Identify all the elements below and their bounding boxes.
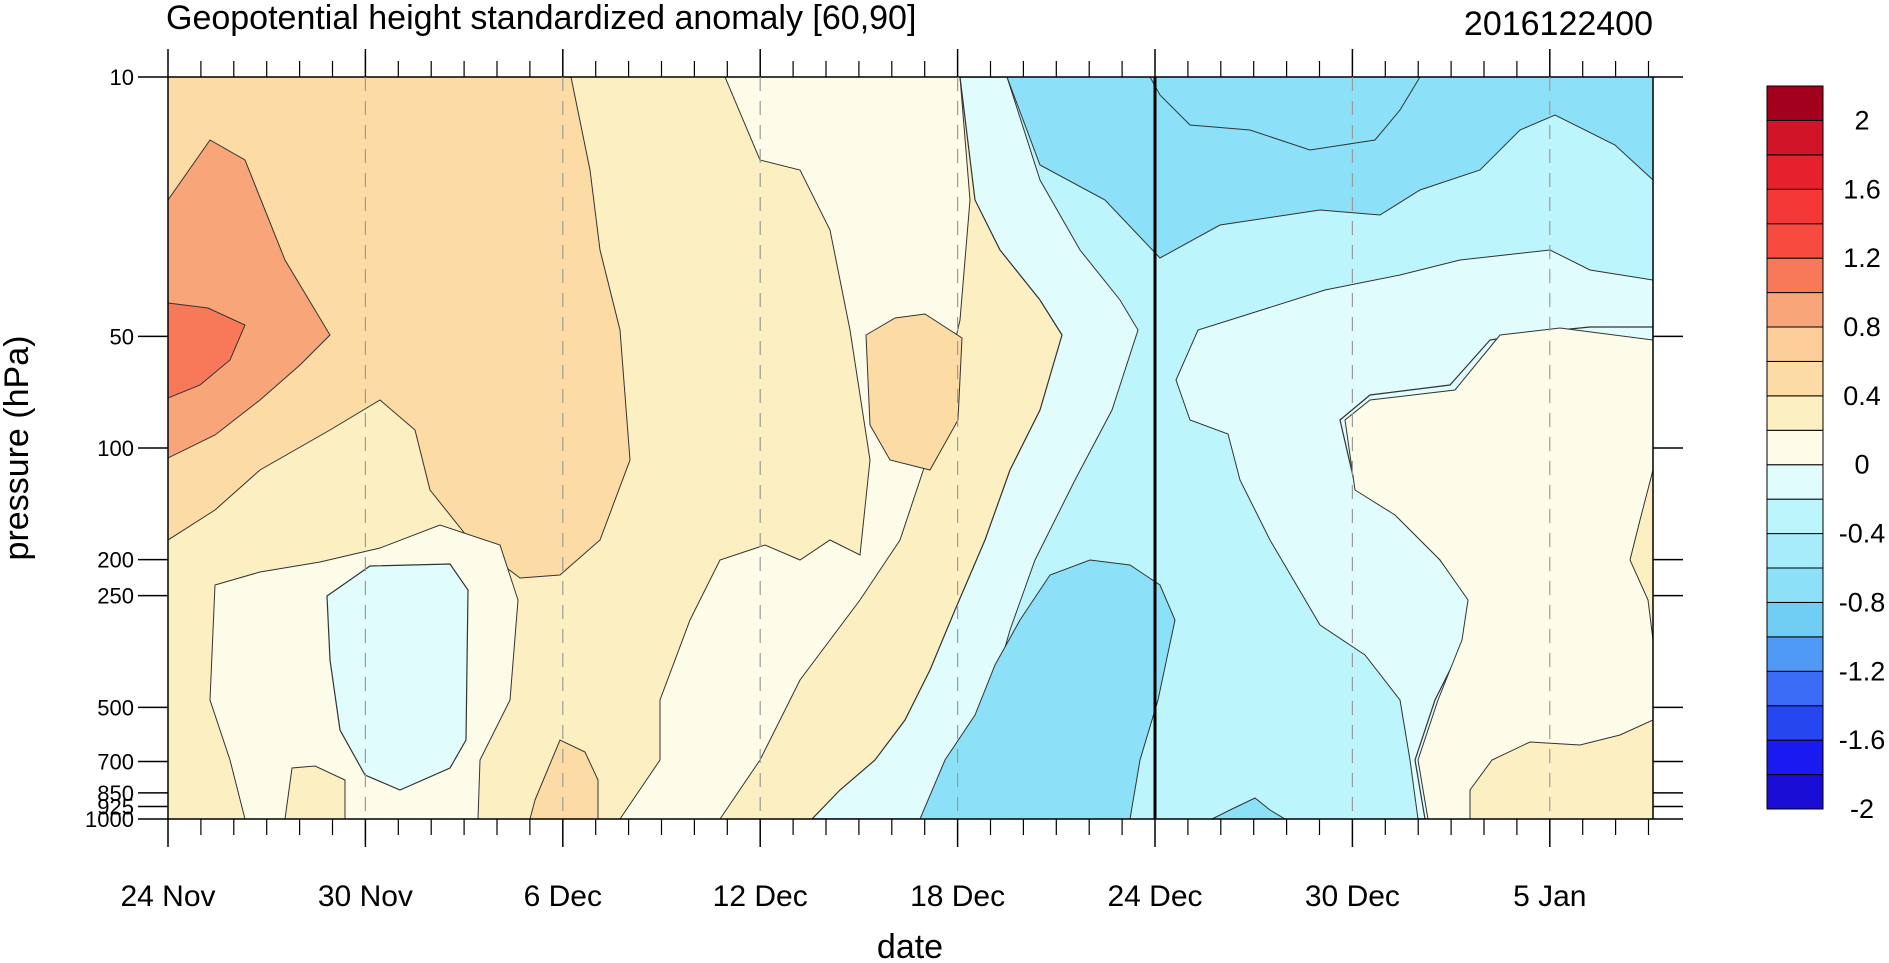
colorbar-swatch	[1766, 395, 1824, 431]
y-tick-label: 10	[110, 65, 134, 90]
x-tick-label: 24 Dec	[1107, 880, 1202, 913]
region-strong-negative-upper	[1006, 77, 1653, 259]
y-tick-label: 850	[97, 781, 134, 806]
colorbar-swatch	[1766, 498, 1824, 535]
colorbar-label: -0.4	[1839, 519, 1886, 549]
x-tick-label: 24 Nov	[120, 880, 215, 913]
colorbar-swatch	[1766, 774, 1824, 810]
x-tick-label: 12 Dec	[713, 880, 808, 913]
y-tick-label: 1000	[85, 807, 134, 832]
x-tick-label: 30 Dec	[1305, 880, 1400, 913]
colorbar-swatch	[1766, 464, 1824, 500]
colorbar-swatch	[1766, 119, 1824, 156]
y-tick-label: 250	[97, 584, 134, 609]
colorbar-swatch	[1766, 533, 1824, 569]
colorbar-swatch	[1766, 429, 1824, 466]
colorbar-label: 2	[1854, 105, 1869, 135]
region-light-positive-lower-right	[1469, 719, 1653, 819]
colorbar-swatch	[1766, 601, 1824, 638]
x-tick-label: 5 Jan	[1513, 880, 1586, 913]
colorbar-label: 0	[1854, 450, 1869, 480]
minor-ticks	[200, 61, 1650, 835]
colorbar-swatch	[1766, 636, 1824, 672]
region-small-negative-bubble	[1211, 797, 1286, 819]
chart-title: Geopotential height standardized anomaly…	[166, 0, 916, 37]
x-tick-label: 18 Dec	[910, 880, 1005, 913]
colorbar-swatch	[1766, 705, 1824, 741]
region-weak-negative-bubble	[326, 563, 469, 791]
x-tick-label: 6 Dec	[524, 880, 602, 913]
y-axis-title: pressure (hPa)	[0, 336, 36, 561]
colorbar-swatch	[1766, 85, 1824, 121]
colorbar: 2 1.6 1.2 0.8 0.4 0 -0.4 -0.8 -1.2 -1.6 -2	[1766, 85, 1886, 824]
colorbar-label: 1.2	[1843, 243, 1881, 273]
chart-date-stamp: 2016122400	[1464, 5, 1653, 43]
y-tick-label: 500	[97, 695, 134, 720]
region-very-strong-positive-left	[168, 302, 246, 399]
colorbar-label: -2	[1850, 794, 1874, 824]
y-tick-label: 100	[97, 436, 134, 461]
contour-fill-layer	[168, 77, 1653, 819]
y-tick-label: 50	[110, 324, 134, 349]
colorbar-swatch	[1766, 154, 1824, 190]
x-axis: 24 Nov 30 Nov 6 Dec 12 Dec 18 Dec 24 Dec 30 De…	[120, 49, 1586, 913]
colorbar-swatch	[1766, 670, 1824, 707]
colorbar-label: 0.4	[1843, 381, 1881, 411]
colorbar-label: -1.2	[1839, 656, 1886, 686]
colorbar-label: -0.8	[1839, 587, 1886, 617]
region-light-positive-small	[284, 765, 346, 819]
region-very-weak-positive-right	[1344, 327, 1653, 819]
colorbar-swatch	[1766, 739, 1824, 776]
colorbar-swatch	[1766, 326, 1824, 362]
colorbar-swatch	[1766, 223, 1824, 259]
y-tick-label: 200	[97, 548, 134, 573]
colorbar-swatch	[1766, 188, 1824, 225]
region-strong-negative-lower	[919, 559, 1176, 819]
colorbar-swatch	[1766, 292, 1824, 328]
x-tick-label: 30 Nov	[318, 880, 413, 913]
colorbar-label: 0.8	[1843, 312, 1881, 342]
y-tick-label: 700	[97, 750, 134, 775]
region-moderate-positive-small	[529, 739, 599, 819]
colorbar-swatch	[1766, 257, 1824, 294]
date-gridlines	[364, 77, 1551, 819]
y-tick-label: 925	[97, 794, 134, 819]
colorbar-swatch	[1766, 567, 1824, 603]
x-axis-title: date	[877, 928, 943, 963]
colorbar-label: 1.6	[1843, 174, 1881, 204]
colorbar-swatch	[1766, 360, 1824, 397]
region-light-positive-right-edge	[1629, 469, 1653, 641]
colorbar-label: -1.6	[1839, 725, 1886, 755]
